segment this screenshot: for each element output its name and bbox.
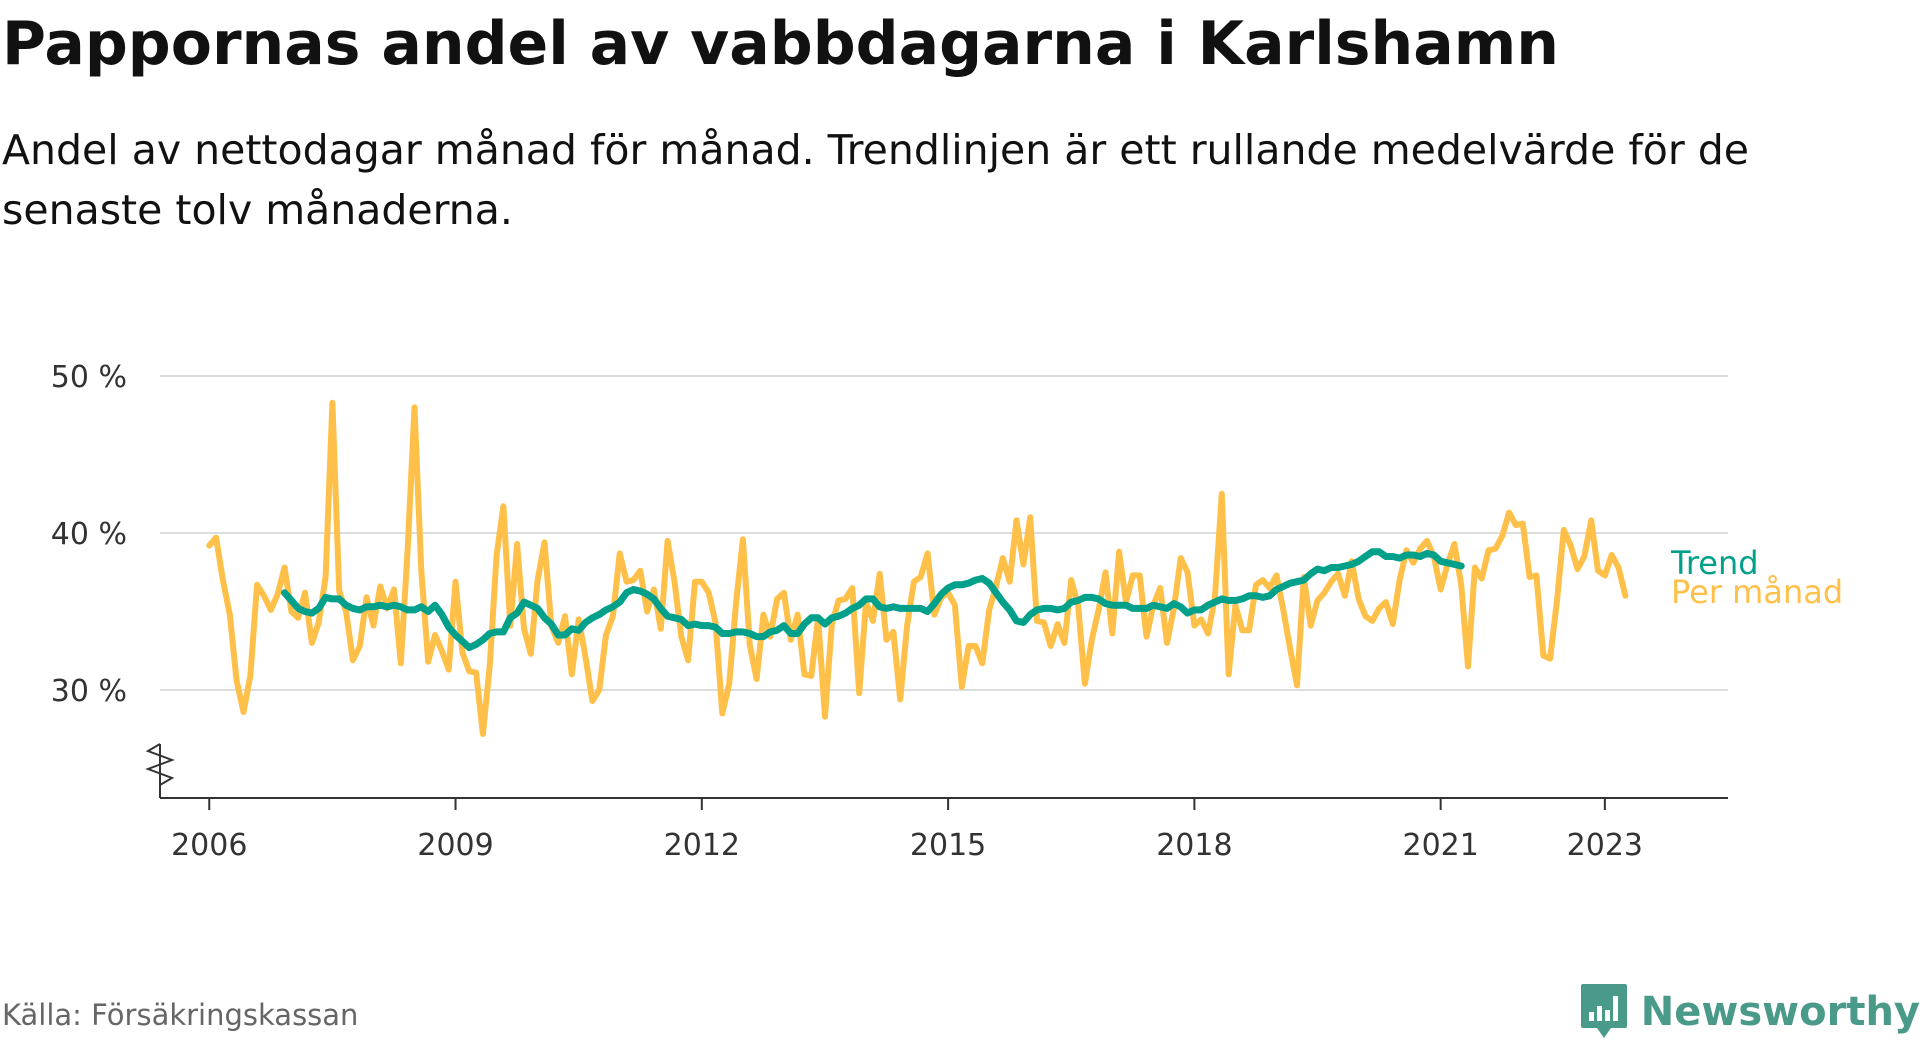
source-note: Källa: Försäkringskassan: [2, 998, 359, 1032]
gridlines: [160, 375, 1728, 691]
y-tick-label: 50 %: [51, 360, 127, 395]
series-line-per-manad: [206, 399, 1629, 737]
y-tick-label: 40 %: [51, 517, 127, 552]
x-tick-label: 2009: [417, 828, 493, 863]
brand-logo[interactable]: Newsworthy: [1579, 982, 1920, 1042]
x-tick-label: 2018: [1156, 828, 1232, 863]
series-line-trend: [281, 548, 1465, 652]
series-lines: [206, 399, 1629, 737]
chart-title: Pappornas andel av vabbdagarna i Karlsha…: [2, 9, 1559, 79]
x-tick-label: 2023: [1567, 828, 1643, 863]
newsworthy-logo-icon: [1580, 984, 1627, 1038]
x-tick-label: 2012: [664, 828, 740, 863]
series-label-per-manad: Per månad: [1671, 573, 1843, 611]
line-chart: 30 % 40 % 50 % 2006 2009 2012 2015 2018 2021 2023…: [51, 360, 1843, 863]
x-tick-label: 2015: [910, 828, 986, 863]
axes: 30 % 40 % 50 % 2006 2009 2012 2015 2018 2021 2023: [51, 360, 1728, 863]
y-tick-label: 30 %: [51, 674, 127, 709]
x-tick-label: 2021: [1402, 828, 1478, 863]
series-label-trend: Trend: [1670, 544, 1759, 582]
axis-break-icon: [145, 743, 175, 786]
x-tick-label: 2006: [171, 828, 247, 863]
brand-name: Newsworthy: [1640, 989, 1920, 1035]
chart-subtitle: Andel av nettodagar månad för månad. Tre…: [2, 126, 1749, 234]
